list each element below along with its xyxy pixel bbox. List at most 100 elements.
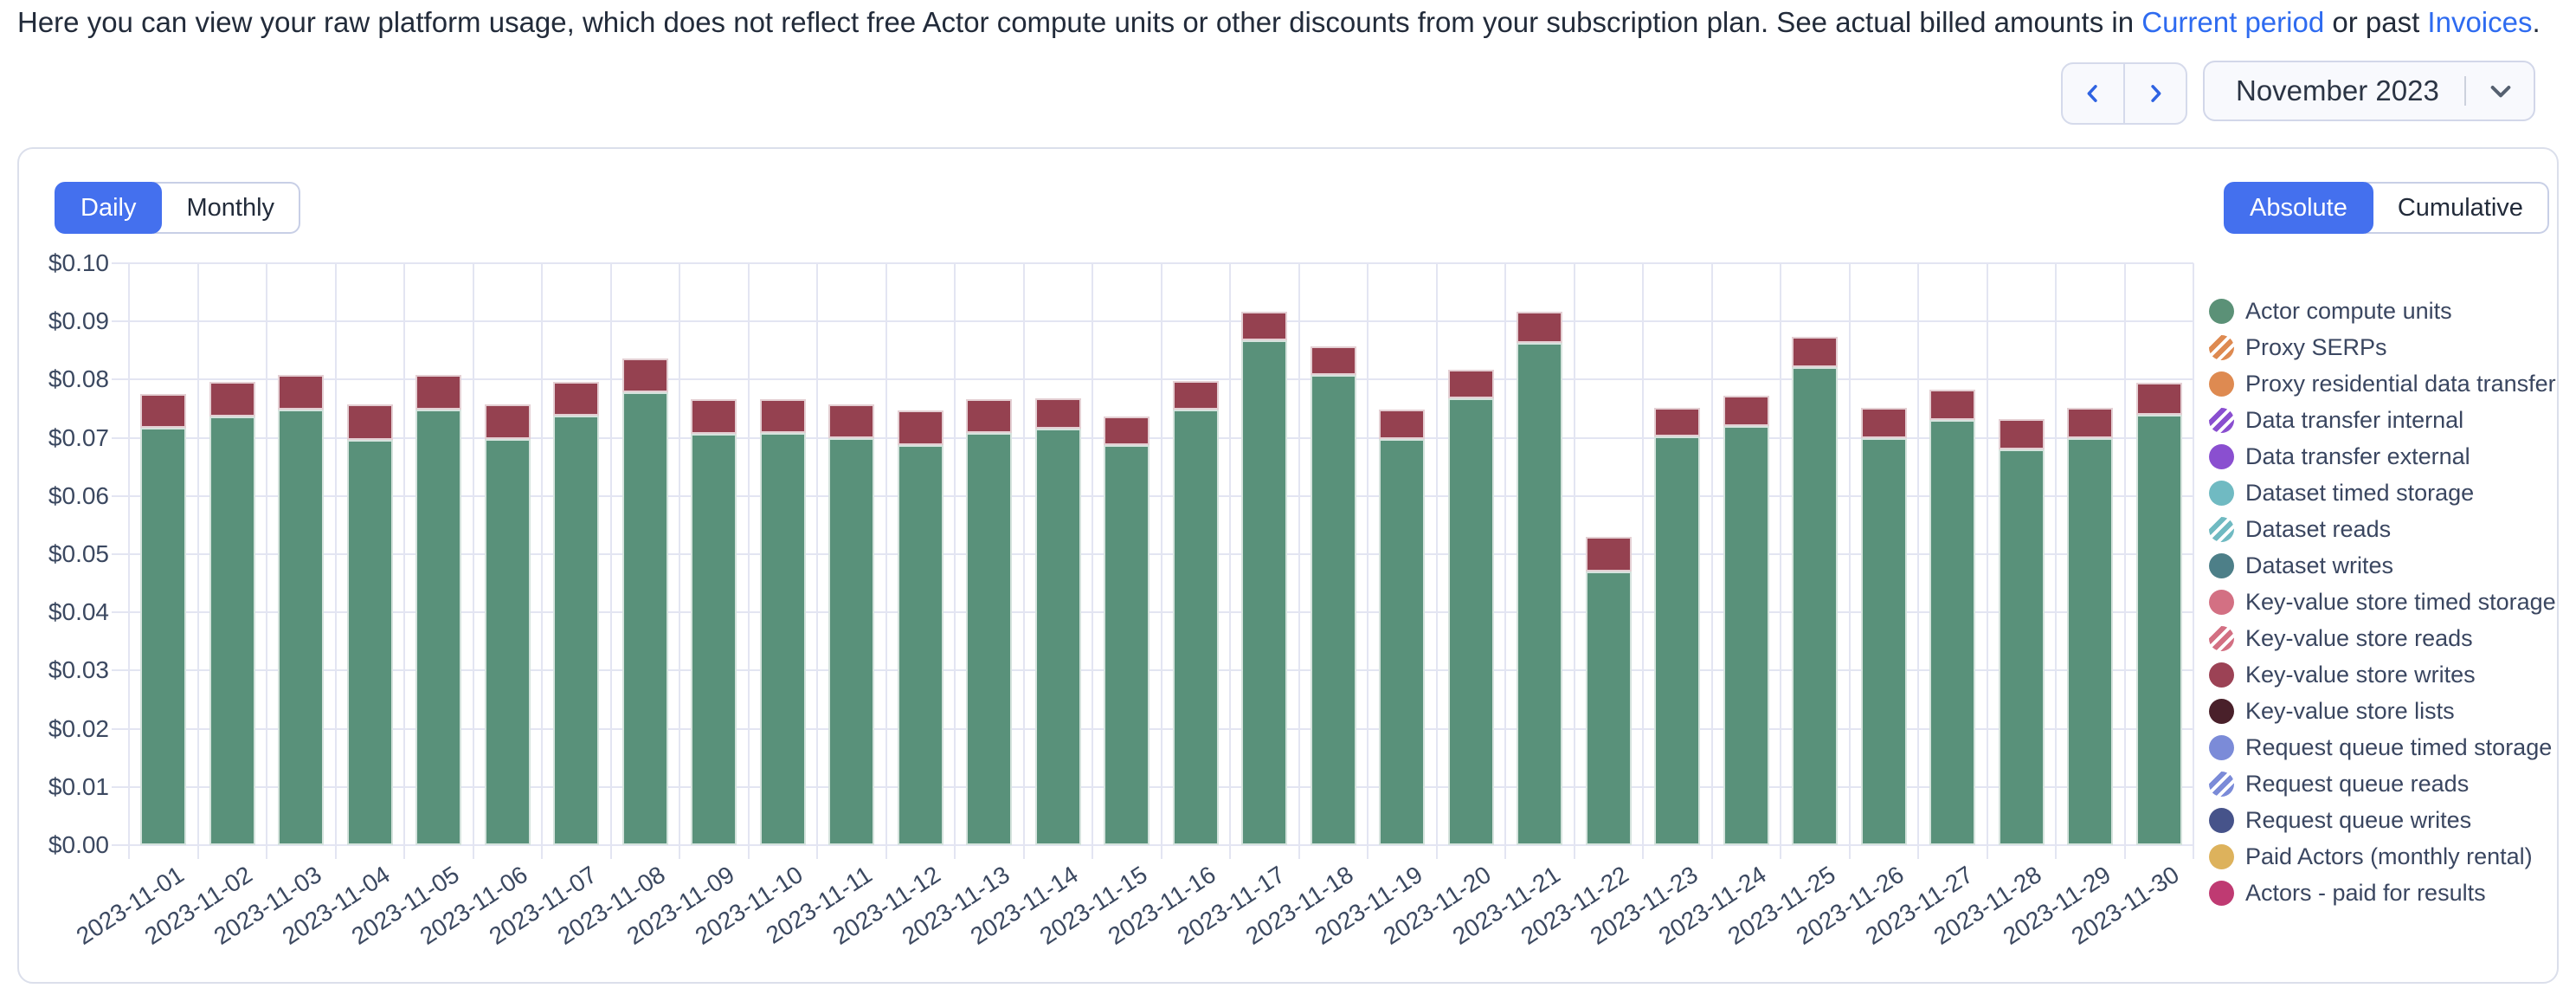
bar-segment	[553, 416, 600, 845]
v-gridline	[2193, 263, 2194, 845]
x-tick	[1710, 845, 1713, 859]
month-selector[interactable]: November 2023	[2203, 61, 2535, 121]
bar-segment	[1310, 346, 1356, 376]
legend-item[interactable]: Dataset reads	[2209, 516, 2556, 542]
bar-segment	[346, 404, 393, 440]
legend-item[interactable]: Proxy SERPs	[2209, 334, 2556, 360]
legend-item[interactable]: Data transfer external	[2209, 443, 2556, 469]
bar-segment	[1860, 407, 1907, 438]
tab-monthly[interactable]: Monthly	[153, 182, 301, 234]
bar-segment	[278, 410, 325, 845]
bar-segment	[1654, 436, 1701, 845]
bar-segment	[691, 433, 737, 845]
bar-segment	[484, 438, 531, 845]
legend-item[interactable]: Request queue timed storage	[2209, 734, 2556, 760]
y-tick	[112, 436, 129, 439]
legend-item[interactable]: Actors - paid for results	[2209, 880, 2556, 906]
x-tick	[1435, 845, 1438, 859]
invoices-link[interactable]: Invoices	[2427, 6, 2533, 38]
legend-swatch	[2209, 734, 2234, 760]
legend-swatch	[2209, 843, 2234, 869]
legend-item[interactable]: Key-value store lists	[2209, 698, 2556, 724]
intro-text-start: Here you can view your raw platform usag…	[17, 6, 2142, 38]
v-gridline	[196, 263, 199, 845]
bar-segment	[1517, 343, 1563, 845]
bar-segment	[1172, 380, 1219, 410]
bar-segment	[1929, 419, 1976, 845]
bar-segment	[759, 433, 806, 845]
tab-absolute[interactable]: Absolute	[2224, 182, 2373, 234]
bar-segment	[621, 392, 668, 845]
legend-swatch	[2209, 625, 2234, 651]
tab-daily[interactable]: Daily	[55, 182, 163, 234]
legend-label: Dataset writes	[2245, 552, 2394, 578]
bar-segment	[1792, 337, 1839, 367]
v-gridline	[679, 263, 680, 845]
v-gridline	[816, 263, 818, 845]
v-gridline	[472, 263, 474, 845]
bar-segment	[140, 428, 187, 845]
legend-item[interactable]: Paid Actors (monthly rental)	[2209, 843, 2556, 869]
prev-month-button[interactable]	[2063, 64, 2123, 123]
legend-swatch	[2209, 371, 2234, 397]
legend-swatch	[2209, 443, 2234, 469]
legend-item[interactable]: Key-value store writes	[2209, 662, 2556, 688]
x-tick	[1092, 845, 1093, 859]
bar-segment	[966, 398, 1013, 434]
legend-item[interactable]: Data transfer internal	[2209, 407, 2556, 433]
v-gridline	[1917, 263, 1919, 845]
x-tick	[747, 845, 750, 859]
bar-segment	[209, 416, 255, 845]
y-tick	[112, 611, 129, 614]
v-gridline	[2055, 263, 2057, 845]
bar-segment	[1723, 396, 1769, 427]
intro-text-end: .	[2532, 6, 2541, 38]
tab-cumulative[interactable]: Cumulative	[2364, 182, 2549, 234]
v-gridline	[1160, 263, 1162, 845]
x-tick	[541, 845, 543, 859]
x-tick	[1298, 845, 1300, 859]
v-gridline	[609, 263, 612, 845]
bar-segment	[828, 404, 875, 438]
v-gridline	[1092, 263, 1093, 845]
v-gridline	[1435, 263, 1438, 845]
legend-item[interactable]: Proxy residential data transfer	[2209, 371, 2556, 397]
legend-item[interactable]: Key-value store timed storage	[2209, 589, 2556, 615]
bar-segment	[553, 382, 600, 417]
next-month-button[interactable]	[2123, 64, 2186, 123]
bar-segment	[1585, 572, 1632, 845]
chevron-down-icon	[2487, 77, 2534, 105]
usage-bar-chart: $0.00 $0.01 $0.02 $0.03 $0.04 $0.05 $0.06 $0.07…	[19, 149, 2557, 982]
legend-item[interactable]: Key-value store reads	[2209, 625, 2556, 651]
x-tick	[266, 845, 267, 859]
legend-item[interactable]: Request queue reads	[2209, 771, 2556, 797]
current-period-link[interactable]: Current period	[2141, 6, 2325, 38]
x-tick	[1642, 845, 1644, 859]
legend-label: Proxy residential data transfer	[2245, 370, 2556, 397]
bar-segment	[966, 433, 1013, 845]
legend-swatch	[2209, 480, 2234, 506]
legend-swatch	[2209, 516, 2234, 542]
legend-swatch	[2209, 334, 2234, 360]
bar-segment	[209, 382, 255, 417]
legend-item[interactable]: Dataset timed storage	[2209, 480, 2556, 506]
legend-label: Key-value store lists	[2245, 697, 2455, 724]
bar-segment	[1172, 409, 1219, 845]
bar-segment	[1241, 311, 1288, 340]
legend-item[interactable]: Request queue writes	[2209, 807, 2556, 833]
legend-item[interactable]: Dataset writes	[2209, 552, 2556, 578]
v-gridline	[541, 263, 543, 845]
legend-label: Key-value store timed storage	[2245, 588, 2556, 615]
y-axis-label: $0.03	[48, 656, 109, 684]
x-tick	[2123, 845, 2126, 859]
legend-swatch	[2209, 807, 2234, 833]
x-tick	[1160, 845, 1162, 859]
y-axis-label: $0.01	[48, 772, 109, 800]
bar-segment	[1104, 416, 1150, 445]
legend-item[interactable]: Actor compute units	[2209, 298, 2556, 324]
y-axis-label: $0.02	[48, 714, 109, 742]
x-tick	[1022, 845, 1025, 859]
x-tick	[1367, 845, 1368, 859]
v-gridline	[1780, 263, 1781, 845]
v-gridline	[1573, 263, 1575, 845]
